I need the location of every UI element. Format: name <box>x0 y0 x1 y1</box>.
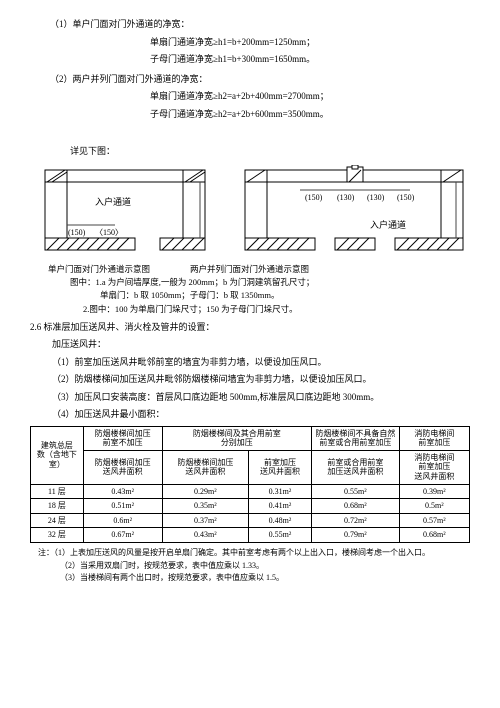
th-sh2: 防烟楼梯间加压送风井面积 <box>162 450 248 484</box>
th-sh3: 前室加压送风井面积 <box>249 450 312 484</box>
item2-line2: 子母门通道净宽≥h2=a+2b+600mm=3500mm。 <box>30 108 470 122</box>
diag-left-dim1: (150) <box>68 228 86 237</box>
diag-right-dim2: (130) <box>337 193 355 202</box>
note-head: 注：（1）上表加压送风的风量是按开启单扇门确定。其中前室考虑有两个以上出入口，楼… <box>30 547 470 560</box>
th-rowh: 建筑总层数（含地下室） <box>31 426 84 484</box>
th-sh5: 消防电梯间前室加压送风井面积 <box>399 450 469 484</box>
item2-title: （2）两户并列门面对门外通道的净宽： <box>30 73 470 87</box>
diagram-left: 入户通道 (150) 〈150〉 <box>40 165 210 260</box>
item1-line1: 单扇门通道净宽≥h1=b+200mm=1250mm； <box>30 36 470 50</box>
diagram-captions: 单户门面对门外通道示意图 两户并列门面对门外通道示意图 <box>30 263 470 276</box>
item1-line2: 子母门通道净宽≥h1=b+300mm=1650mm。 <box>30 53 470 67</box>
table-row: 24 层 0.6m² 0.37m² 0.48m² 0.72m² 0.57m² <box>31 513 470 528</box>
th-h2: 防烟楼梯间及其合用前室分别加压 <box>162 426 311 450</box>
item1-title: （1）单户门面对门外通道的净宽： <box>30 18 470 32</box>
caption-note2: 单扇门：b 取 1050mm；子母门：b 取 1350mm。 <box>30 289 470 303</box>
diag-left-dim2: 〈150〉 <box>95 228 123 237</box>
table-row: 11 层 0.43m² 0.29m² 0.31m² 0.55m² 0.39m² <box>31 484 470 499</box>
diag-right-label: 入户通道 <box>370 219 406 230</box>
item2-line1: 单扇门通道净宽≥h2=a+2b+400mm=2700mm； <box>30 90 470 104</box>
diagrams-row: 入户通道 (150) 〈150〉 <box>40 165 470 260</box>
sec26-p4: （4）加压送风井最小面积： <box>30 408 470 422</box>
diagram-right: (150) (130) (130) (150) 入户通道 <box>240 165 470 260</box>
th-h4: 消防电梯间前室加压 <box>399 426 469 450</box>
diag-ref: 详见下图： <box>30 145 470 159</box>
diag-left-label: 入户通道 <box>95 196 131 207</box>
th-h1: 防烟楼梯间加压前室不加压 <box>83 426 162 450</box>
sec26-p1: （1）前室加压送风井毗邻前室的墙宜为非剪力墙，以便设加压风口。 <box>30 356 470 370</box>
table-row: 32 层 0.67m² 0.43m² 0.55m² 0.79m² 0.68m² <box>31 528 470 543</box>
th-sh4: 前室或合用前室加压送风井面积 <box>311 450 399 484</box>
table-row: 18 层 0.51m² 0.35m² 0.41m² 0.68m² 0.5m² <box>31 499 470 514</box>
caption-right: 两户并列门面对门外通道示意图 <box>190 263 309 276</box>
area-table: 建筑总层数（含地下室） 防烟楼梯间加压前室不加压 防烟楼梯间及其合用前室分别加压… <box>30 426 470 543</box>
note-2: （2）当采用双扇门时，按规范要求，表中值应乘以 1.33。 <box>30 560 470 573</box>
diag-right-dim3: (130) <box>367 193 385 202</box>
note-3: （3）当楼梯间有两个出口时，按规范要求，表中值应乘以 1.5。 <box>30 572 470 585</box>
sec26-sub: 加压送风井： <box>30 338 470 352</box>
diag-right-dim4: (150) <box>397 193 415 202</box>
th-h3: 防烟楼梯间不具备自然前室或合用前室加压 <box>311 426 399 450</box>
caption-note3: 2.图中：100 为单扇门门垛尺寸；150 为子母门门垛尺寸。 <box>30 303 470 317</box>
sec26-p3: （3）加压风口安装高度：首层风口底边距地 500mm,标准层风口底边距地 300… <box>30 391 470 405</box>
caption-note1: 图中：1.a 为户间墙厚度,一般为 200mm；b 为门洞建筑留孔尺寸； <box>30 276 470 290</box>
sec26-head: 2.6 标准层加压送风井、消火栓及管井的设置： <box>30 321 470 335</box>
sec26-p2: （2）防烟楼梯间加压送风井毗邻防烟楼梯间墙宜为非剪力墙，以便设加压风口。 <box>30 373 470 387</box>
caption-left: 单户门面对门外通道示意图 <box>48 263 150 276</box>
th-sh1: 防烟楼梯间加压送风井面积 <box>83 450 162 484</box>
diag-right-dim1: (150) <box>305 193 323 202</box>
